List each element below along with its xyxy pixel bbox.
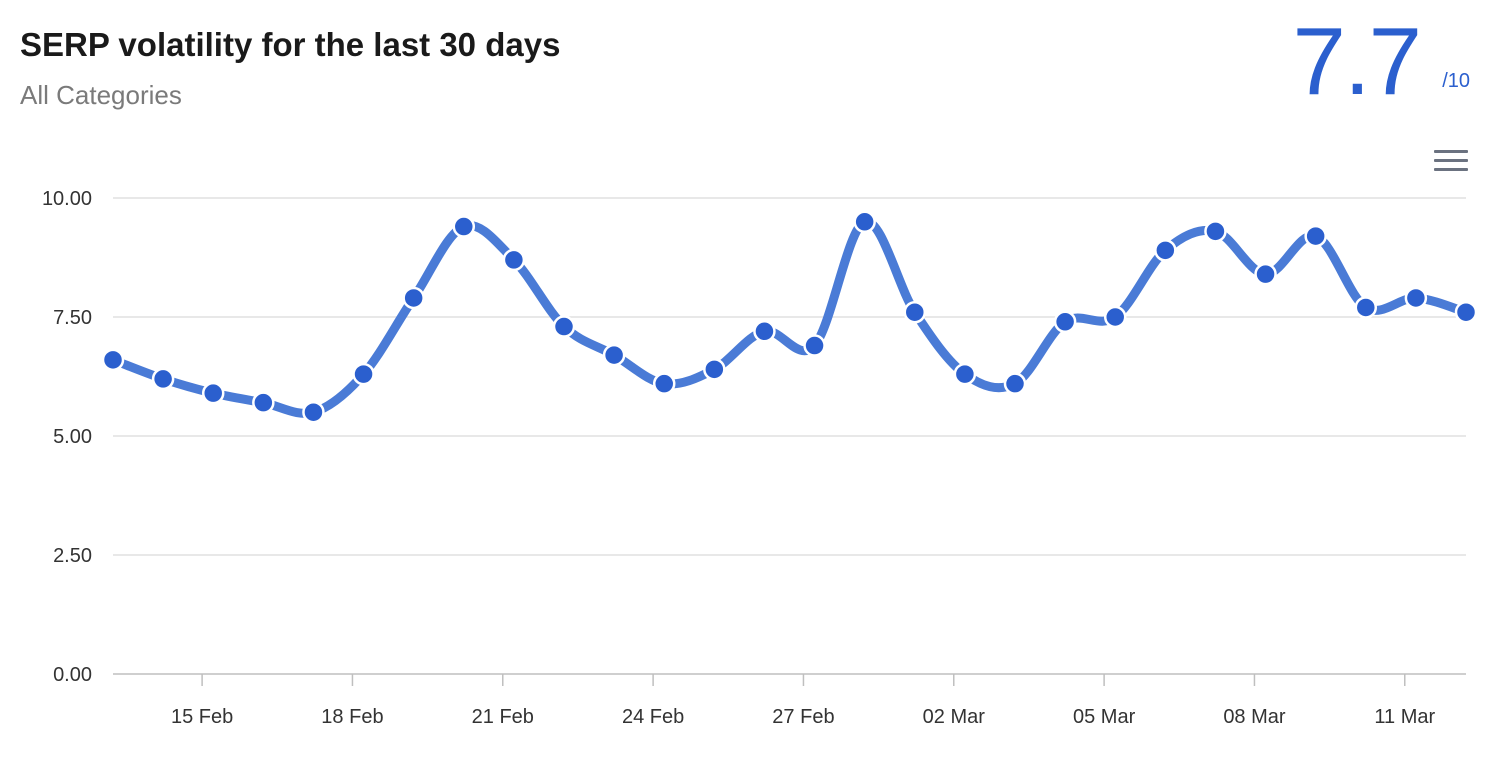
data-point xyxy=(1404,286,1428,310)
menu-bar xyxy=(1434,159,1468,162)
data-point xyxy=(352,362,375,386)
data-point xyxy=(1354,296,1378,319)
x-tick-label: 24 Feb xyxy=(622,706,684,728)
data-point xyxy=(1053,310,1077,334)
data-point xyxy=(1304,224,1327,248)
data-point xyxy=(853,210,876,234)
x-tick-label: 11 Mar xyxy=(1374,706,1435,728)
x-tick-label: 21 Feb xyxy=(472,706,534,728)
volatility-score: 7.7 xyxy=(1292,8,1422,115)
data-point xyxy=(151,367,175,391)
volatility-score-denominator: /10 xyxy=(1442,70,1470,92)
chart-title: SERP volatility for the last 30 days xyxy=(20,26,561,63)
y-tick-label: 0.00 xyxy=(53,664,92,686)
data-point xyxy=(502,248,526,272)
data-point xyxy=(1103,305,1127,329)
y-tick-label: 2.50 xyxy=(53,545,92,567)
data-point xyxy=(703,358,726,381)
data-point xyxy=(452,215,476,238)
x-tick-label: 27 Feb xyxy=(772,706,834,728)
data-point xyxy=(101,348,125,372)
data-point xyxy=(1454,300,1478,324)
y-tick-label: 5.00 xyxy=(53,426,92,448)
data-point xyxy=(1154,239,1177,262)
data-point xyxy=(753,320,776,343)
data-point xyxy=(302,400,325,424)
x-tick-label: 18 Feb xyxy=(321,706,383,728)
data-point xyxy=(1003,372,1027,395)
data-point xyxy=(201,381,225,405)
data-point xyxy=(652,372,676,395)
data-point xyxy=(402,286,425,310)
hamburger-menu-icon[interactable] xyxy=(1434,150,1468,176)
chart-subtitle: All Categories xyxy=(20,80,182,110)
x-tick-label: 02 Mar xyxy=(923,706,986,728)
menu-bar xyxy=(1434,150,1468,153)
data-point xyxy=(903,300,927,324)
data-point xyxy=(602,343,626,367)
y-tick-label: 7.50 xyxy=(53,307,92,329)
data-point xyxy=(1204,220,1227,243)
x-tick-label: 15 Feb xyxy=(171,706,233,728)
menu-bar xyxy=(1434,168,1468,171)
x-tick-label: 05 Mar xyxy=(1073,706,1136,728)
data-point xyxy=(803,334,826,357)
data-point xyxy=(552,315,576,338)
data-point xyxy=(252,391,275,414)
x-tick-label: 08 Mar xyxy=(1223,706,1286,728)
y-tick-label: 10.00 xyxy=(42,188,92,210)
data-point xyxy=(1254,262,1277,286)
data-point xyxy=(953,362,977,386)
